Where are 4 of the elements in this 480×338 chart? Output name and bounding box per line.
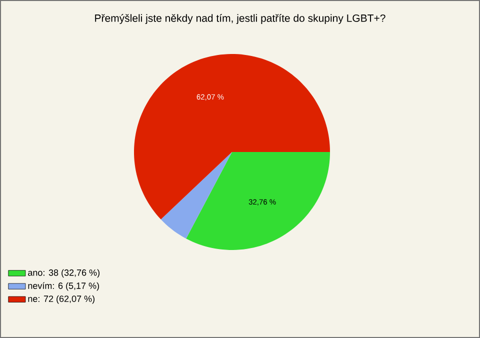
chart-title: Přemýšleli jste někdy nad tím, jestli patříte do skupiny LGBT+? xyxy=(95,14,386,24)
legend-label: nevím: 6 (5,17 %) xyxy=(28,282,99,291)
legend-label: ne: 72 (62,07 %) xyxy=(28,295,94,304)
legend-label: ano: 38 (32,76 %) xyxy=(28,269,100,278)
